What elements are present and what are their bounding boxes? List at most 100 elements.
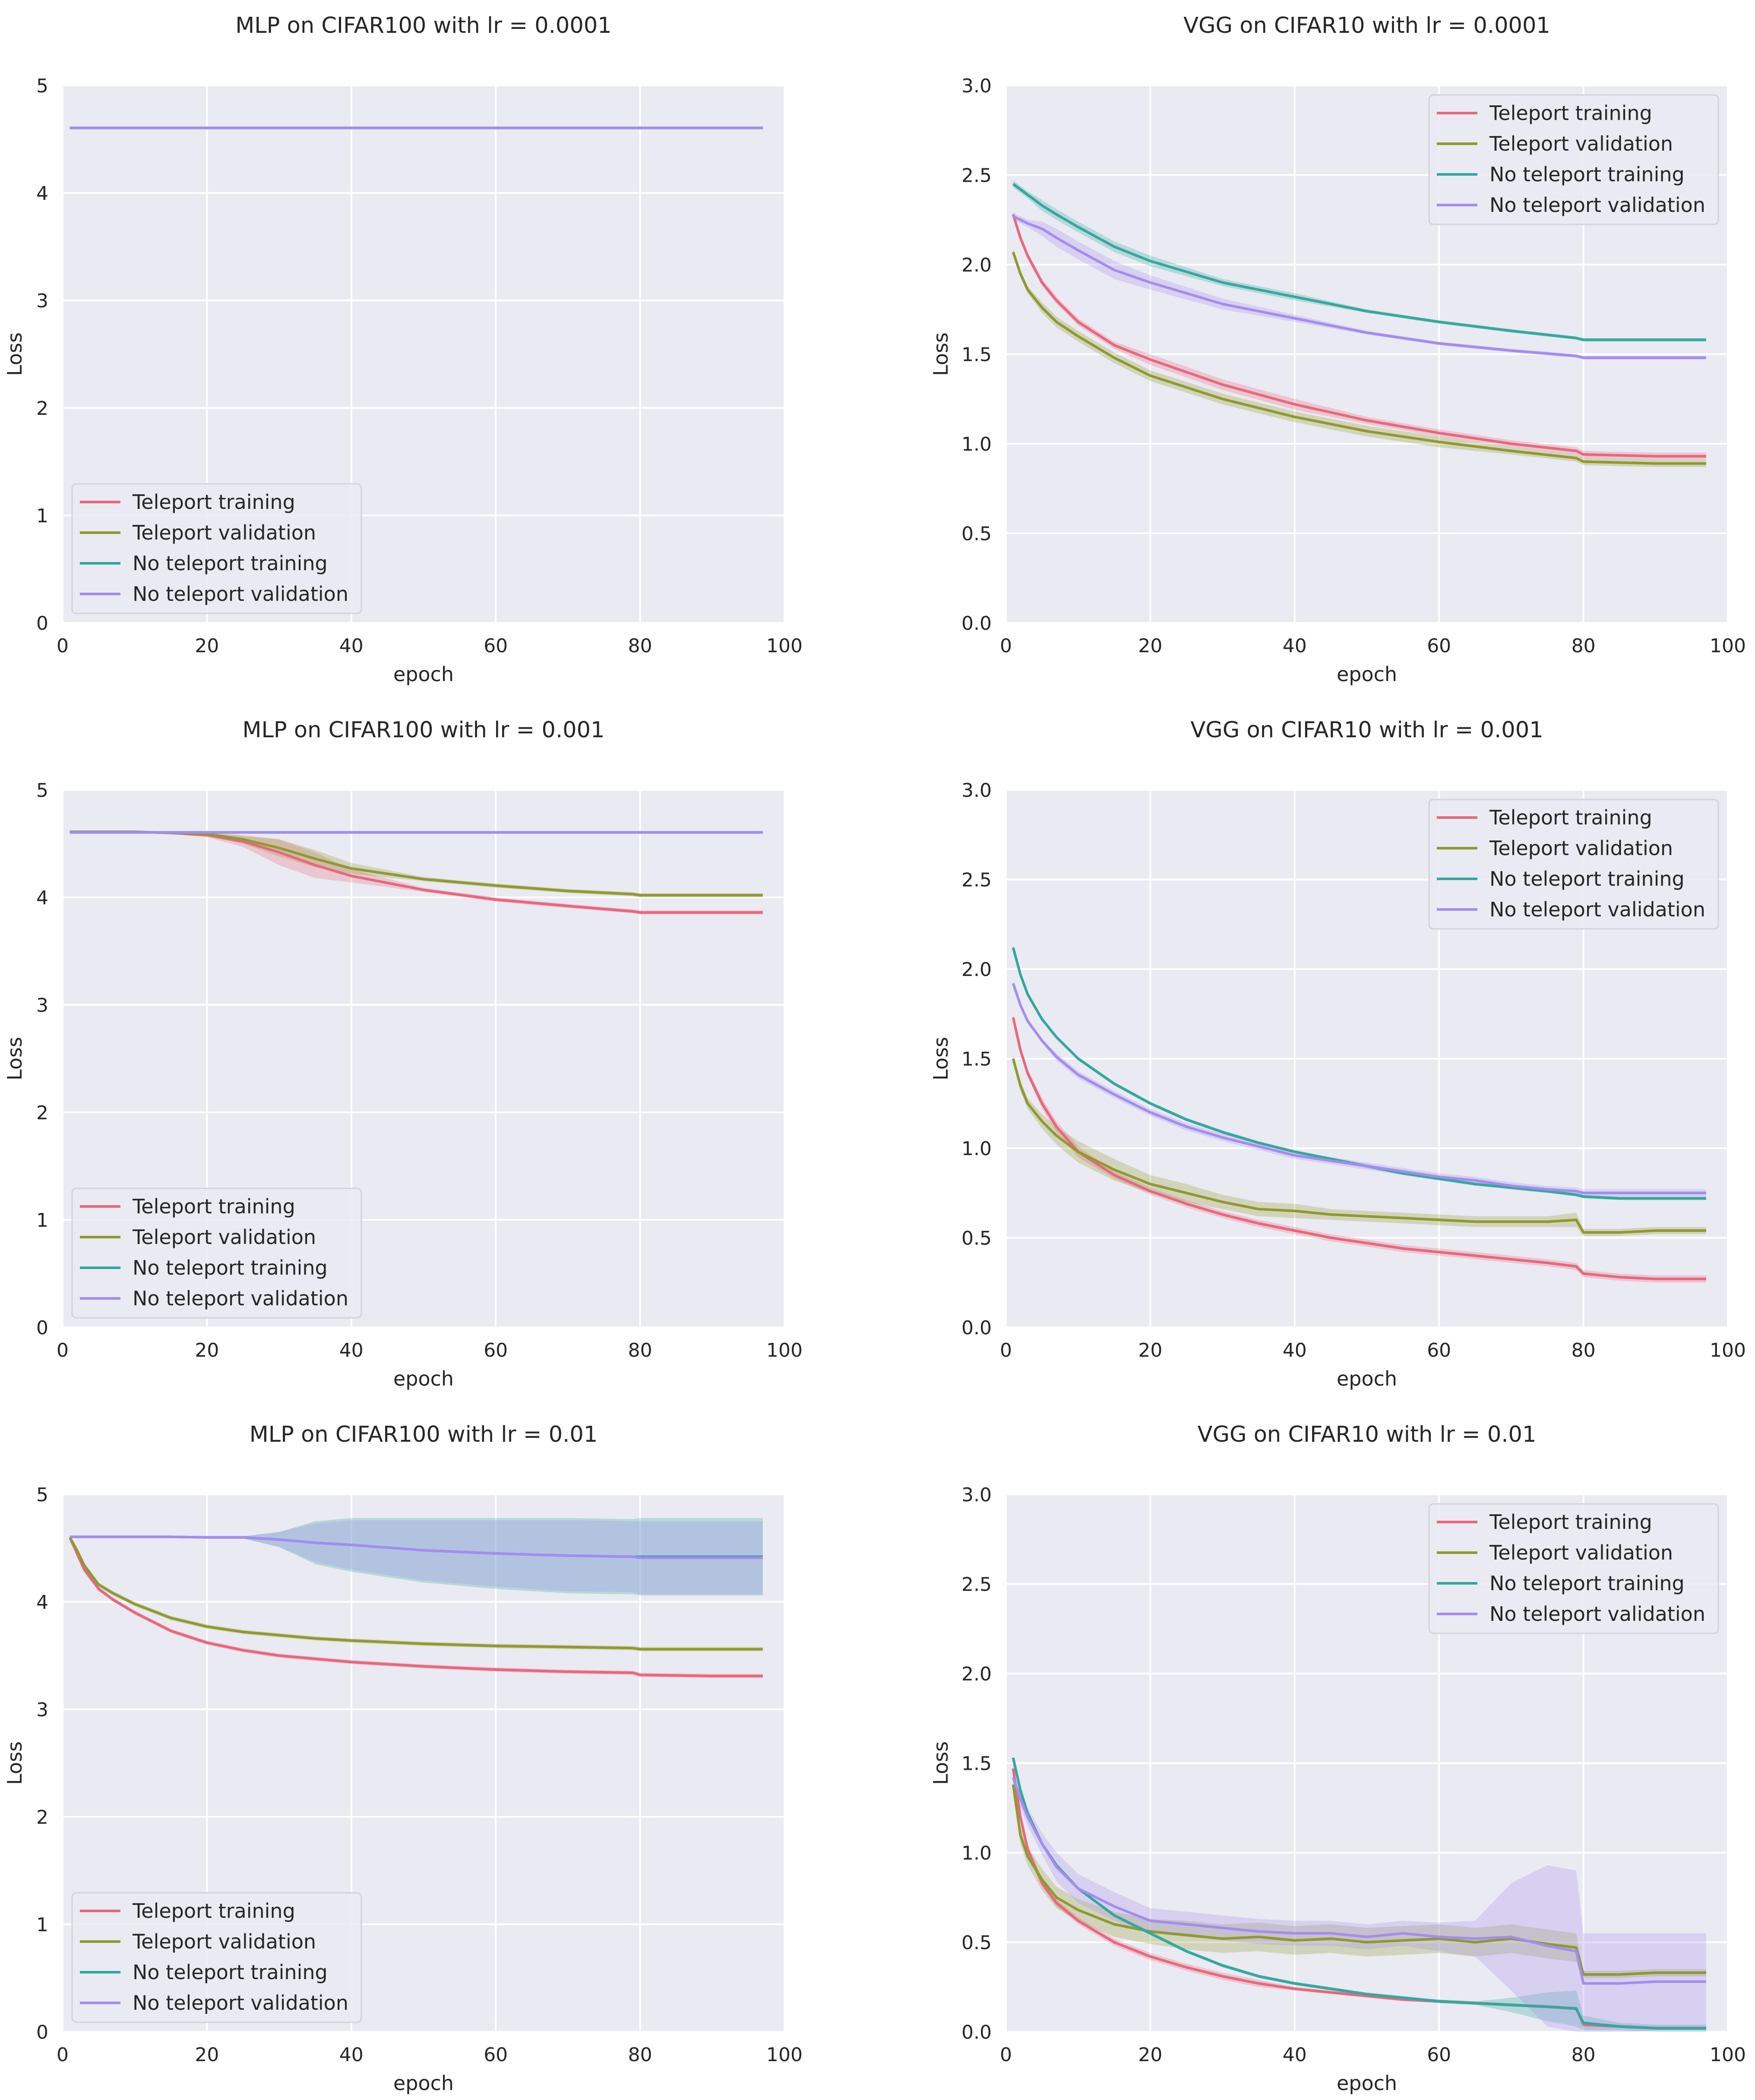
y-tick-label: 2.5 [961, 869, 992, 891]
x-tick-label: 80 [1572, 1339, 1596, 1361]
x-tick-label: 0 [1000, 635, 1012, 657]
legend-entry: No teleport training [133, 552, 328, 575]
y-tick-label: 0 [36, 2021, 48, 2043]
y-tick-label: 0.0 [961, 2021, 992, 2043]
x-axis-label: epoch [1337, 2072, 1397, 2095]
series-band-4 [1013, 1772, 1706, 2032]
chart-title: VGG on CIFAR10 with lr = 0.001 [1190, 717, 1543, 743]
x-tick-label: 60 [1427, 2044, 1451, 2066]
legend-entry: No teleport training [1489, 1572, 1685, 1595]
y-tick-label: 1 [36, 505, 48, 527]
legend-entry: No teleport training [133, 1256, 328, 1279]
series-layer [1012, 946, 1706, 1283]
y-axis-label: Loss [929, 1037, 952, 1080]
y-axis-label: Loss [929, 332, 952, 376]
y-tick-label: 0.5 [961, 523, 992, 545]
x-tick-label: 60 [484, 635, 508, 657]
x-tick-label: 60 [484, 1339, 508, 1361]
y-tick-label: 5 [36, 1484, 48, 1506]
x-tick-label: 0 [1000, 2044, 1012, 2066]
series-band-2 [1013, 1777, 1706, 1978]
y-tick-label: 0.0 [961, 1317, 992, 1339]
legend-entry: No teleport validation [1489, 898, 1705, 921]
legend-entry: No teleport validation [133, 582, 348, 606]
y-tick-label: 2 [36, 398, 48, 420]
y-tick-label: 4 [36, 183, 48, 205]
x-tick-label: 100 [1710, 2044, 1746, 2066]
x-tick-label: 0 [57, 1339, 69, 1361]
chart-title: MLP on CIFAR100 with lr = 0.0001 [235, 13, 611, 38]
y-axis-label: Loss [3, 1741, 26, 1785]
legend-box [1428, 1503, 1719, 1634]
series-line-3 [1012, 183, 1706, 341]
x-tick-label: 0 [57, 635, 69, 657]
series-layer [68, 1518, 763, 1678]
legend-entry: Teleport validation [1489, 132, 1673, 155]
x-tick-label: 20 [195, 2044, 219, 2066]
x-axis-label: epoch [1337, 1367, 1397, 1390]
series-layer [1012, 180, 1706, 467]
x-tick-label: 40 [339, 2044, 364, 2066]
y-tick-label: 1.0 [961, 1842, 992, 1864]
y-tick-label: 1 [36, 1914, 48, 1936]
y-axis-label: Loss [3, 332, 26, 376]
legend-entry: Teleport validation [132, 1225, 316, 1249]
legend-entry: Teleport validation [1489, 837, 1673, 860]
y-tick-label: 2 [36, 1806, 48, 1828]
series-line-4 [70, 1535, 763, 1559]
series-line-2 [1012, 252, 1706, 465]
y-tick-label: 4 [36, 1592, 48, 1614]
y-tick-label: 2.5 [961, 165, 992, 187]
legend-box [71, 1892, 362, 2023]
x-tick-label: 20 [195, 635, 219, 657]
legend-entry: No teleport validation [1489, 1602, 1705, 1626]
legend-entry: Teleport training [132, 1899, 295, 1923]
y-tick-label: 2.0 [961, 254, 992, 276]
x-axis-label: epoch [393, 663, 454, 686]
y-tick-label: 0.5 [961, 1228, 992, 1250]
y-tick-label: 0 [36, 613, 48, 635]
legend-box [1428, 799, 1719, 930]
series-line-4 [1012, 215, 1706, 359]
subplot-2: VGG on CIFAR10 with lr = 0.0001 0 20 40 60 80… [929, 13, 1746, 686]
series-line-1 [68, 1537, 763, 1677]
y-tick-label: 3 [36, 290, 48, 312]
x-tick-label: 100 [1710, 635, 1746, 657]
y-tick-label: 2.0 [961, 1663, 992, 1685]
legend: Teleport training Teleport validation No t… [71, 1187, 362, 1319]
y-tick-label: 3 [36, 995, 48, 1017]
legend-entry: No teleport validation [1489, 193, 1705, 217]
legend-entry: No teleport training [1489, 867, 1685, 891]
y-tick-label: 3 [36, 1699, 48, 1721]
legend: Teleport training Teleport validation No t… [1428, 1503, 1719, 1634]
x-tick-label: 100 [766, 1339, 803, 1361]
x-tick-label: 60 [484, 2044, 508, 2066]
chart-title: MLP on CIFAR100 with lr = 0.01 [250, 1422, 598, 1447]
x-tick-label: 80 [1572, 2044, 1596, 2066]
legend-entry: Teleport training [132, 1195, 295, 1218]
y-tick-label: 1.5 [961, 1048, 992, 1071]
legend-entry: No teleport validation [133, 1287, 348, 1310]
x-tick-label: 80 [1572, 635, 1596, 657]
y-tick-label: 4 [36, 887, 48, 909]
legend-entry: Teleport training [132, 490, 295, 514]
y-tick-label: 0 [36, 1317, 48, 1339]
legend-entry: Teleport validation [132, 1930, 316, 1953]
legend-box [1428, 94, 1719, 225]
y-tick-label: 2.5 [961, 1574, 992, 1596]
legend-entry: No teleport validation [133, 1991, 348, 2015]
series-line-2 [1012, 1058, 1706, 1234]
subplot-4: VGG on CIFAR10 with lr = 0.001 0 20 40 60 80 1… [929, 717, 1746, 1390]
y-tick-label: 2.0 [961, 959, 992, 981]
x-axis-label: epoch [1337, 663, 1397, 686]
series-layer [70, 831, 763, 915]
x-tick-label: 80 [628, 2044, 652, 2066]
x-tick-label: 20 [195, 1339, 219, 1361]
series-line-4 [1012, 1777, 1706, 1985]
x-tick-label: 60 [1427, 1339, 1451, 1361]
y-tick-label: 1.5 [961, 1753, 992, 1775]
x-tick-label: 40 [1283, 2044, 1307, 2066]
chart-title: MLP on CIFAR100 with lr = 0.001 [242, 717, 604, 743]
y-axis-label: Loss [929, 1741, 952, 1785]
